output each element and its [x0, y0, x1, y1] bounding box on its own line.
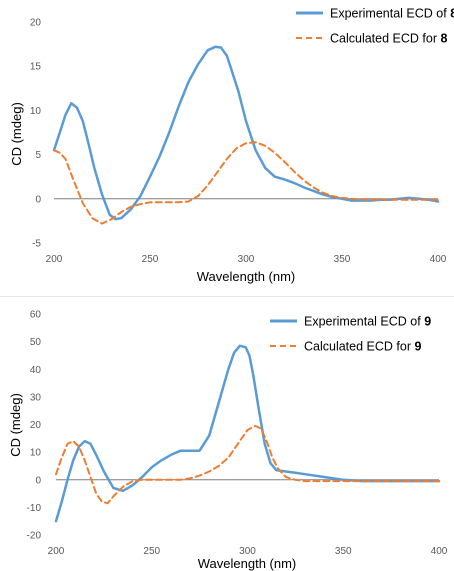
y-tick-label: 10 [30, 106, 42, 117]
y-tick-label: 60 [30, 310, 42, 321]
legend-compound-number: 9 [424, 315, 431, 329]
x-tick-label: 200 [46, 254, 63, 265]
y-tick-label: 10 [30, 448, 42, 459]
y-tick-label: 0 [35, 475, 41, 486]
plot-area: -5 0 5 10 15 20 200 250 300 350 400 Experimental EC… [30, 7, 454, 266]
y-tick-label: -10 [27, 503, 42, 514]
x-tick-label: 350 [335, 546, 352, 557]
legend-label-text: Experimental ECD of [304, 315, 424, 329]
x-tick-label: 250 [143, 546, 160, 557]
y-tick-label: -20 [27, 531, 42, 542]
y-tick-label: 50 [30, 337, 42, 348]
x-tick-label: 350 [334, 254, 351, 265]
legend-label: Experimental ECD of 8 [330, 7, 454, 21]
y-tick-label: 5 [35, 150, 41, 161]
x-tick-label: 200 [48, 546, 65, 557]
x-tick-label: 300 [239, 546, 256, 557]
legend-label-text: Experimental ECD of [330, 7, 450, 21]
y-axis-title: CD (mdeg) [8, 393, 23, 457]
x-tick-label: 400 [430, 254, 447, 265]
x-tick-label: 250 [142, 254, 159, 265]
x-tick-label: 300 [238, 254, 255, 265]
experimental-ecd-line [52, 45, 440, 221]
chart-divider [0, 296, 454, 297]
y-tick-label: 20 [30, 420, 42, 431]
legend-label: Calculated ECD for 8 [330, 32, 447, 46]
legend-label: Calculated ECD for 9 [304, 340, 421, 354]
experimental-ecd-line [54, 344, 441, 523]
legend-label-text: Calculated ECD for [304, 340, 414, 354]
x-tick-label: 400 [431, 546, 448, 557]
ecd-chart-compound-8: -5 0 5 10 15 20 200 250 300 350 400 Experimental EC… [9, 7, 454, 285]
y-axis-title: CD (mdeg) [9, 102, 24, 166]
legend-compound-number: 8 [440, 32, 447, 46]
calculated-ecd-line [55, 424, 440, 505]
y-tick-label: 40 [30, 365, 42, 376]
y-tick-label: 15 [30, 62, 42, 73]
legend-label-text: Calculated ECD for [330, 32, 440, 46]
plot-area: -20 -10 0 10 20 30 40 50 60 200 250 300 350 400 Experi… [27, 310, 448, 558]
ecd-chart-compound-9: -20 -10 0 10 20 30 40 50 60 200 250 300 350 400 Experi… [8, 310, 448, 571]
x-axis-title: Wavelength (nm) [198, 556, 297, 571]
legend-label: Experimental ECD of 9 [304, 315, 431, 329]
x-axis-title: Wavelength (nm) [197, 269, 296, 284]
legend-compound-number: 8 [450, 7, 454, 21]
calculated-ecd-line [53, 141, 439, 225]
y-tick-label: -5 [32, 239, 41, 250]
y-tick-label: 30 [30, 392, 42, 403]
legend-compound-number: 9 [414, 340, 421, 354]
y-tick-label: 0 [35, 194, 41, 205]
y-tick-label: 20 [30, 18, 42, 29]
